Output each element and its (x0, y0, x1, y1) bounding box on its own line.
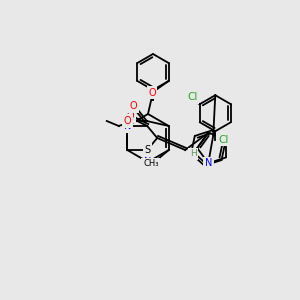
Text: N: N (144, 157, 152, 167)
Text: Cl: Cl (187, 92, 198, 102)
Text: S: S (144, 145, 150, 155)
Text: N: N (205, 158, 212, 168)
Text: O: O (148, 88, 156, 98)
Text: O: O (124, 116, 132, 126)
Text: CH₃: CH₃ (143, 160, 158, 169)
Text: O: O (127, 111, 135, 121)
Text: O: O (130, 101, 138, 111)
Text: N: N (124, 121, 131, 131)
Text: H: H (190, 149, 196, 158)
Text: Cl: Cl (218, 135, 229, 145)
